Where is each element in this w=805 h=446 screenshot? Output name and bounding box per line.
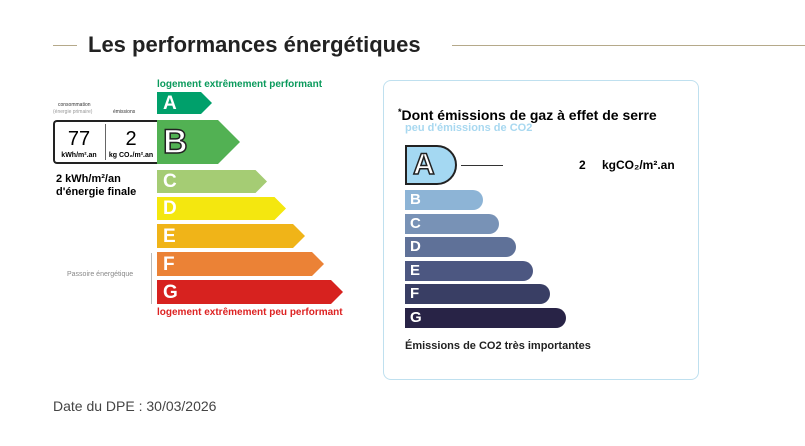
class-letter: G xyxy=(163,281,178,303)
ges-class-g: G xyxy=(405,307,566,328)
ges-unit: kgCO₂/m².an xyxy=(602,158,675,172)
page-title: Les performances énergétiques xyxy=(88,32,421,57)
final-energy: 2 kWh/m²/an d'énergie finale xyxy=(56,173,136,199)
title-rule-left xyxy=(53,45,77,46)
energy-class-b: B xyxy=(157,120,240,164)
emissions-value: 2 xyxy=(125,128,137,150)
ges-bottom-label: Émissions de CO2 très importantes xyxy=(405,340,591,352)
consumption-unit: kWh/m².an xyxy=(61,152,97,159)
value-divider xyxy=(105,124,106,160)
energy-class-f: F xyxy=(157,252,324,276)
energy-bottom-label: logement extrêmement peu performant xyxy=(157,307,343,318)
energy-class-e: E xyxy=(157,224,305,248)
consumption-label: consommation xyxy=(58,102,91,108)
energy-top-label: logement extrêmement performant xyxy=(157,79,323,90)
dpe-date: Date du DPE : 30/03/2026 xyxy=(53,398,217,414)
ges-value: 2 xyxy=(579,158,586,172)
ges-class-d: D xyxy=(405,237,516,257)
passoire-label: Passoire énergétique xyxy=(67,271,134,278)
ges-class-c: C xyxy=(405,213,499,234)
emissions-unit: kg CO₂/m².an xyxy=(108,152,154,159)
consumption-value: 77 xyxy=(67,128,91,150)
title-rule-right xyxy=(452,45,805,46)
asterisk: * xyxy=(398,107,402,117)
value-box xyxy=(53,120,157,164)
class-letter: D xyxy=(163,198,177,219)
energy-class-g: G xyxy=(157,280,343,304)
class-letter: C xyxy=(163,171,177,192)
ges-top-label: peu d'émissions de CO2 xyxy=(405,122,533,134)
class-letter: A xyxy=(163,92,177,114)
ges-pointer-line xyxy=(461,165,503,166)
ges-heading: *Dont émissions de gaz à effet de serre xyxy=(398,107,657,123)
class-letter: E xyxy=(163,225,176,247)
passoire-divider xyxy=(151,253,152,304)
final-energy-label: d'énergie finale xyxy=(56,186,137,198)
consumption-sub: (énergie primaire) xyxy=(53,109,93,115)
ges-class-b: B xyxy=(405,190,483,210)
emissions-label: émissions xyxy=(113,109,136,115)
ges-panel xyxy=(383,80,699,380)
class-letter: F xyxy=(163,253,175,275)
ges-current-class: A xyxy=(405,145,457,185)
class-letter: B xyxy=(162,123,188,161)
ges-class-e: E xyxy=(405,260,533,281)
energy-class-d: D xyxy=(157,197,286,220)
energy-class-a: A xyxy=(157,92,212,114)
ges-class-f: F xyxy=(405,284,550,304)
energy-class-c: C xyxy=(157,170,267,193)
ges-heading-text: Dont émissions de gaz à effet de serre xyxy=(401,107,657,123)
final-energy-value: 2 kWh/m²/an xyxy=(56,173,121,185)
